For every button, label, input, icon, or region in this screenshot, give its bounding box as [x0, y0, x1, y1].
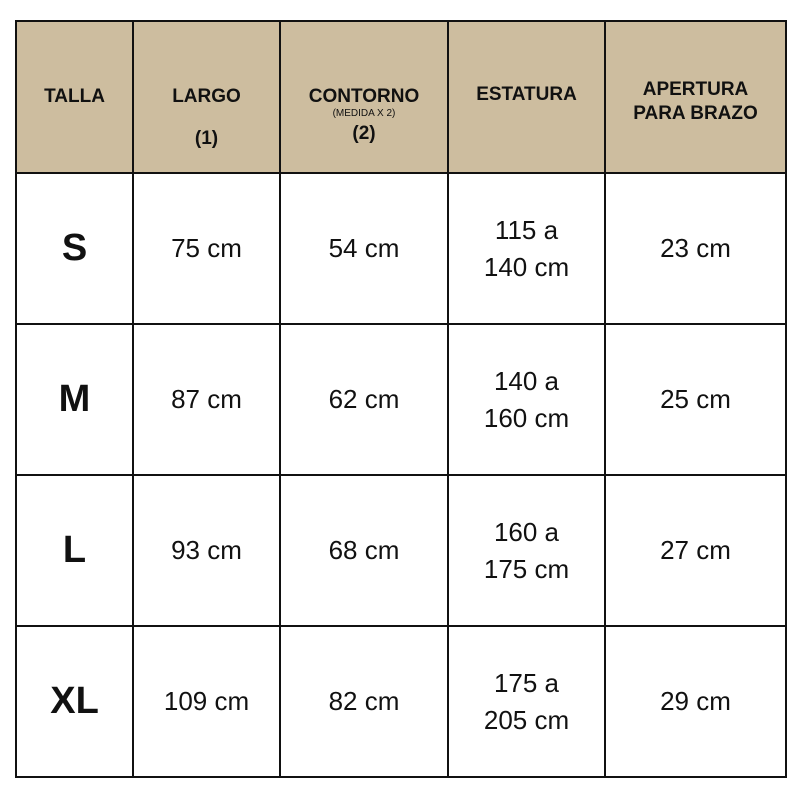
header-largo-label: LARGO	[172, 86, 241, 107]
header-largo-number: (1)	[194, 128, 219, 149]
header-talla: TALLA	[15, 20, 134, 174]
cell-estatura: 140 a 160 cm	[447, 323, 606, 476]
cell-estatura: 175 a 205 cm	[447, 625, 606, 778]
estatura-to: 205 cm	[483, 704, 570, 735]
estatura-from: 175 a	[493, 667, 560, 698]
header-apertura-line1: APERTURA	[642, 79, 749, 100]
cell-largo: 87 cm	[132, 323, 281, 476]
cell-talla: XL	[15, 625, 134, 778]
cell-contorno: 54 cm	[279, 172, 449, 325]
estatura-from: 140 a	[493, 365, 560, 396]
cell-estatura: 115 a 140 cm	[447, 172, 606, 325]
header-contorno-number: (2)	[352, 123, 376, 144]
estatura-to: 140 cm	[483, 251, 570, 282]
cell-talla: S	[15, 172, 134, 325]
cell-contorno: 82 cm	[279, 625, 449, 778]
header-contorno-note: (MEDIDA X 2)	[332, 108, 396, 119]
cell-estatura: 160 a 175 cm	[447, 474, 606, 627]
cell-largo: 109 cm	[132, 625, 281, 778]
header-contorno-label: CONTORNO	[308, 86, 420, 107]
cell-apertura: 23 cm	[604, 172, 787, 325]
header-contorno: CONTORNO (MEDIDA X 2) (2)	[279, 20, 449, 174]
table-row: S 75 cm 54 cm 115 a 140 cm 23 cm	[15, 172, 787, 325]
header-row: TALLA LARGO (1) CONTORNO (MEDIDA X 2) (2) E…	[15, 20, 787, 174]
estatura-from: 160 a	[493, 516, 560, 547]
cell-contorno: 62 cm	[279, 323, 449, 476]
header-talla-label: TALLA	[44, 86, 105, 107]
cell-talla: L	[15, 474, 134, 627]
cell-largo: 93 cm	[132, 474, 281, 627]
estatura-from: 115 a	[494, 214, 559, 245]
header-estatura: ESTATURA	[447, 20, 606, 174]
size-chart-table: TALLA LARGO (1) CONTORNO (MEDIDA X 2) (2) E…	[15, 20, 787, 778]
cell-apertura: 27 cm	[604, 474, 787, 627]
cell-largo: 75 cm	[132, 172, 281, 325]
estatura-to: 175 cm	[483, 553, 570, 584]
table-row: XL 109 cm 82 cm 175 a 205 cm 29 cm	[15, 625, 787, 778]
table-row: L 93 cm 68 cm 160 a 175 cm 27 cm	[15, 474, 787, 627]
table-row: M 87 cm 62 cm 140 a 160 cm 25 cm	[15, 323, 787, 476]
cell-apertura: 29 cm	[604, 625, 787, 778]
cell-talla: M	[15, 323, 134, 476]
cell-apertura: 25 cm	[604, 323, 787, 476]
estatura-to: 160 cm	[483, 402, 570, 433]
header-largo: LARGO (1)	[132, 20, 281, 174]
cell-contorno: 68 cm	[279, 474, 449, 627]
header-apertura-line2: PARA BRAZO	[633, 103, 758, 124]
header-apertura: APERTURA PARA BRAZO	[604, 20, 787, 174]
header-estatura-label: ESTATURA	[476, 84, 577, 105]
